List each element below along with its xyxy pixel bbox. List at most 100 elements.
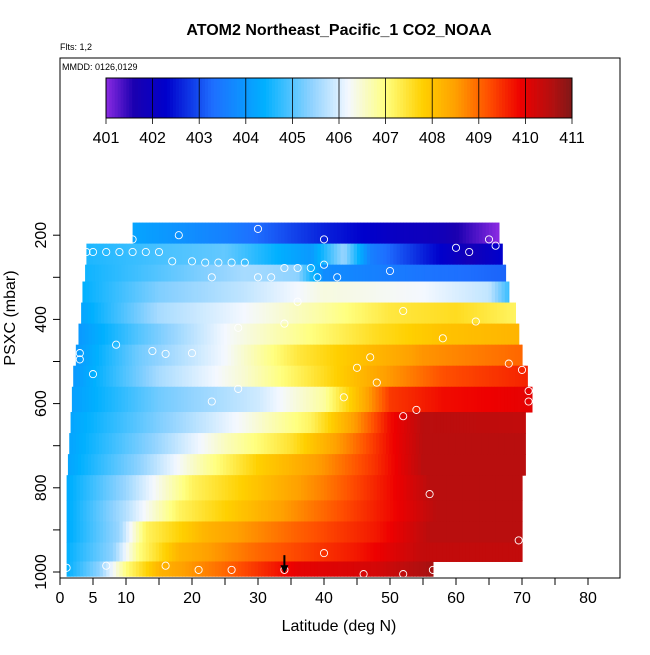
heatmap-cell <box>91 302 95 325</box>
sample-point <box>161 349 170 358</box>
heatmap-cell <box>264 475 269 501</box>
sample-point <box>333 273 342 282</box>
heatmap-cell <box>79 561 84 577</box>
sample-point <box>201 258 210 267</box>
heatmap-cell <box>487 264 492 283</box>
heatmap-cell <box>406 243 411 266</box>
heatmap-cell <box>148 281 153 304</box>
heatmap-cell <box>238 542 243 562</box>
colorbar-cell <box>309 78 314 118</box>
heatmap-cell <box>363 222 368 245</box>
heatmap-cell <box>243 386 248 413</box>
heatmap-cell <box>475 521 480 544</box>
heatmap-cell <box>135 344 140 367</box>
heatmap-cell <box>89 475 94 501</box>
heatmap-cell <box>492 412 497 434</box>
heatmap-cell <box>265 454 270 476</box>
colorbar-cell <box>129 78 133 118</box>
heatmap-cell <box>345 264 350 283</box>
heatmap-cell <box>492 475 497 501</box>
heatmap-cell <box>375 386 380 413</box>
heatmap-cell <box>396 475 401 501</box>
heatmap-cell <box>457 454 462 476</box>
heatmap-cell <box>444 302 449 325</box>
colorbar-cell <box>534 78 538 118</box>
heatmap-cell <box>75 344 80 367</box>
heatmap-cell <box>199 412 204 434</box>
heatmap-cell <box>182 500 186 522</box>
heatmap-cell <box>341 454 346 476</box>
colorbar-cell <box>257 78 261 118</box>
heatmap-cell <box>126 412 131 434</box>
heatmap-cell <box>244 542 249 562</box>
heatmap-cell <box>320 243 325 266</box>
heatmap-cell <box>193 454 198 476</box>
heatmap-cell <box>450 302 455 325</box>
heatmap-cell <box>353 475 358 501</box>
heatmap-cell <box>343 542 348 562</box>
heatmap-cell <box>515 542 520 562</box>
heatmap-cell <box>314 475 318 501</box>
heatmap-cell <box>418 264 423 283</box>
heatmap-cell <box>333 222 338 245</box>
heatmap-cell <box>482 475 487 501</box>
heatmap-cell <box>236 264 241 283</box>
colorbar-tick-label: 408 <box>419 130 446 147</box>
heatmap-cell <box>125 281 130 304</box>
heatmap-cell <box>139 561 144 577</box>
heatmap-cell <box>156 412 161 434</box>
heatmap-cell <box>330 243 335 266</box>
heatmap-cell <box>112 500 117 522</box>
heatmap-cell <box>370 412 375 434</box>
heatmap-cell <box>92 433 97 455</box>
heatmap-cell <box>380 475 384 501</box>
heatmap-cell <box>170 302 175 325</box>
heatmap-cell <box>314 500 318 522</box>
heatmap-cell <box>358 454 363 476</box>
heatmap-cell <box>366 222 371 245</box>
heatmap-cell <box>383 542 388 562</box>
heatmap-cell <box>281 500 285 522</box>
heatmap-cell <box>396 500 401 522</box>
heatmap-cell <box>185 243 190 266</box>
sample-point <box>187 349 197 358</box>
sample-point <box>319 235 329 244</box>
heatmap-cell <box>304 500 309 522</box>
heatmap-cell <box>268 412 273 434</box>
heatmap-cell <box>169 412 174 434</box>
heatmap-cell <box>142 243 147 266</box>
heatmap-cell <box>114 264 119 283</box>
heatmap-cell <box>75 433 80 455</box>
heatmap-cell <box>393 475 398 501</box>
colorbar-cell <box>440 78 445 118</box>
heatmap-cell <box>372 281 377 304</box>
heatmap-cell <box>151 264 155 283</box>
heatmap-cell <box>92 281 97 304</box>
heatmap-cell <box>363 475 368 501</box>
heatmap-cell <box>162 521 167 544</box>
heatmap-cell <box>188 561 193 577</box>
colorbar-cell <box>499 78 503 118</box>
heatmap-cell <box>116 243 120 266</box>
heatmap-cell <box>99 500 104 522</box>
heatmap-cell <box>313 344 318 367</box>
sample-point <box>112 340 121 349</box>
heatmap-cell <box>512 365 516 388</box>
colorbar-cell <box>301 78 305 118</box>
heatmap-cell <box>356 344 361 367</box>
heatmap-cell <box>252 302 257 325</box>
heatmap-cell <box>264 500 269 522</box>
heatmap-cell <box>195 500 200 522</box>
heatmap-cell <box>83 475 87 501</box>
heatmap-cell <box>97 454 102 476</box>
heatmap-cell <box>197 386 202 413</box>
heatmap-cell <box>500 264 505 283</box>
heatmap-cell <box>192 500 196 522</box>
heatmap-cell <box>231 521 236 544</box>
heatmap-cell <box>83 561 87 577</box>
heatmap-cell <box>311 412 316 434</box>
colorbar-cell <box>452 78 456 118</box>
heatmap-cell <box>254 500 259 522</box>
heatmap-cell <box>145 344 150 367</box>
colorbar-cell <box>464 78 468 118</box>
